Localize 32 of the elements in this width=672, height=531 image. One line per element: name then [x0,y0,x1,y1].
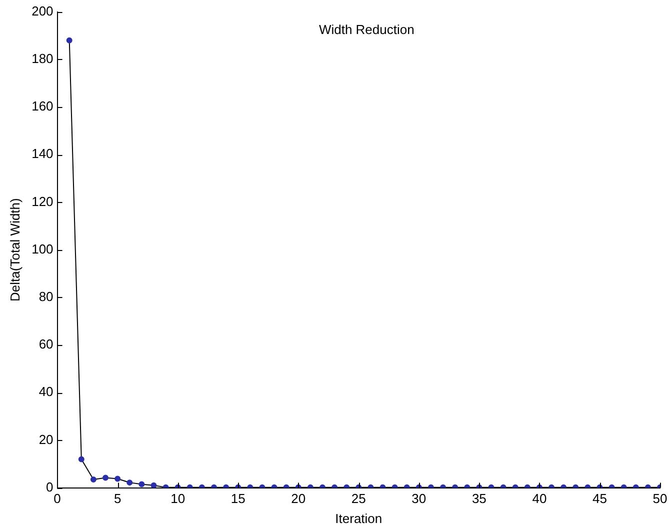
point [126,480,133,486]
y-tick-label: 100 [32,241,54,256]
point [66,37,72,44]
y-tick-label: 80 [38,288,54,304]
x-tick-label: 15 [230,491,246,506]
x-tick-label: 40 [532,491,547,506]
point [78,456,84,462]
y-tick-label: 140 [32,146,54,162]
text: Width Reduction [318,22,414,37]
x-tick-label: 45 [592,491,607,506]
x-axis-title: Iteration [335,510,382,526]
y-axis-title: Delta(Total Width) [7,198,22,302]
y-tick-label: 60 [38,336,54,352]
x-tick-label: 5 [114,491,122,506]
x-tick-label: 20 [291,491,306,506]
x-tick-label: 25 [351,491,366,506]
x-tick-label: 30 [412,491,426,506]
y-tick-label: 120 [32,194,54,209]
point [90,476,96,482]
y-tick-label: 0 [46,479,54,494]
y-tick-label: 180 [32,50,54,66]
point [114,476,121,482]
x-tick-label: 50 [652,491,668,506]
y-tick-label: 40 [38,384,54,400]
x-tick-label: 35 [472,491,486,506]
x-tick-label: 10 [170,491,186,506]
point [102,474,109,481]
point [138,481,145,488]
y-tick-label: 200 [32,3,54,18]
y-tick-label: 20 [38,432,54,447]
point [150,482,157,488]
y-tick-label: 160 [32,98,54,114]
